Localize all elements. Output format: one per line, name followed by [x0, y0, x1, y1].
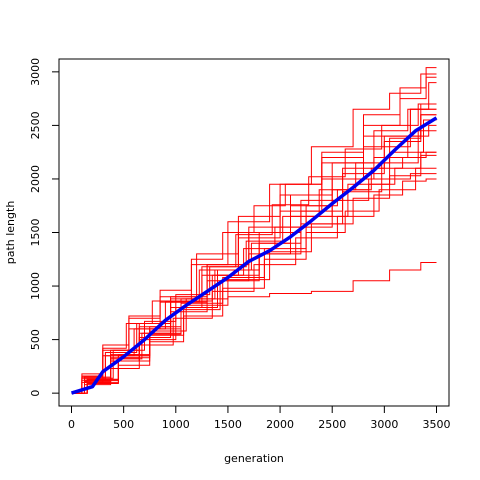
x-tick-label: 0 — [68, 418, 75, 431]
x-axis: 0 500 1000 1500 2000 2500 3000 3500 — [68, 405, 450, 431]
run-lines — [71, 67, 437, 394]
x-tick-label: 3000 — [370, 418, 398, 431]
y-tick-label: 0 — [29, 390, 42, 397]
x-tick-label: 1500 — [214, 418, 242, 431]
y-tick-label: 2500 — [29, 111, 42, 139]
mean-line — [70, 116, 438, 395]
mean-line-layer — [70, 116, 438, 395]
x-tick-label: 1000 — [162, 418, 190, 431]
run-line — [71, 262, 437, 394]
x-tick-label: 2500 — [318, 418, 346, 431]
y-axis: 0 500 1000 1500 2000 2500 3000 — [29, 58, 60, 397]
x-tick-label: 2000 — [266, 418, 294, 431]
run-line — [71, 103, 437, 394]
run-line — [71, 108, 437, 394]
y-tick-label: 3000 — [29, 58, 42, 86]
x-tick-label: 3500 — [422, 418, 450, 431]
x-axis-title: generation — [224, 452, 284, 465]
y-tick-label: 2000 — [29, 165, 42, 193]
run-line — [71, 151, 437, 394]
y-tick-label: 1500 — [29, 219, 42, 247]
y-axis-title: path length — [4, 201, 17, 265]
y-tick-label: 1000 — [29, 272, 42, 300]
x-tick-label: 500 — [113, 418, 134, 431]
y-tick-label: 500 — [29, 329, 42, 350]
run-line — [71, 178, 437, 394]
